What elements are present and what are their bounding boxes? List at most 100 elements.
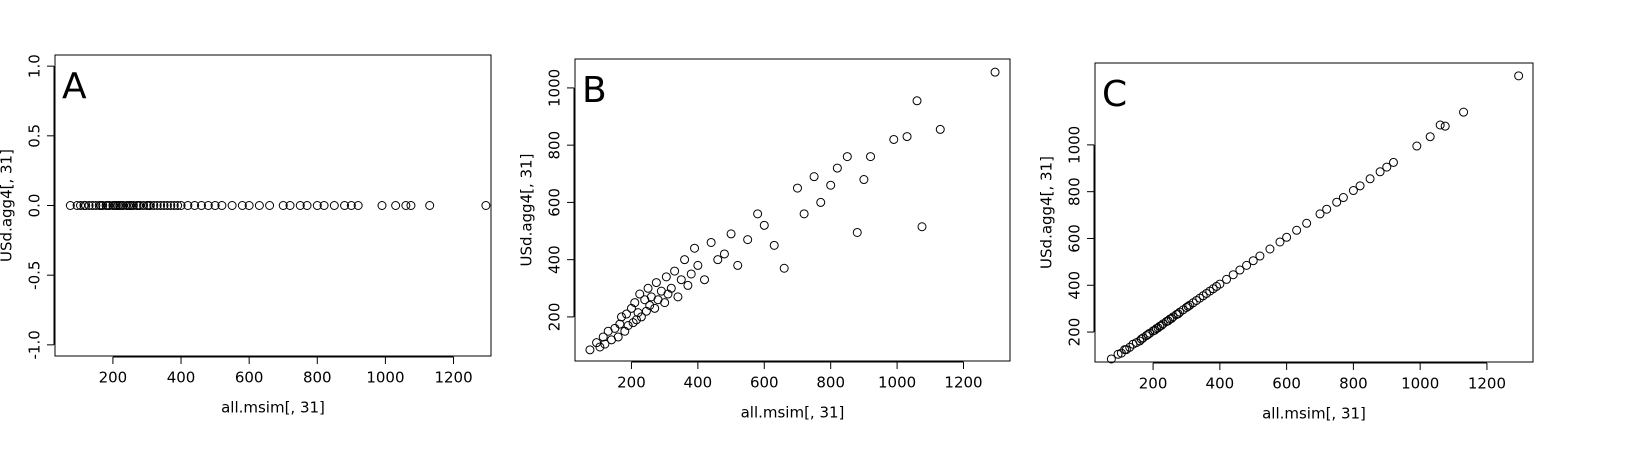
point (1282, 232, 1292, 242)
point (792, 183, 802, 193)
point (1255, 251, 1265, 261)
x-tick-label: 200 (617, 374, 646, 392)
point (1322, 204, 1332, 214)
point (1440, 121, 1450, 131)
point (673, 292, 683, 302)
point (832, 163, 842, 173)
point (621, 309, 631, 319)
y-tick-label: 1.0 (26, 54, 44, 78)
point (630, 298, 640, 308)
point (623, 321, 633, 331)
point (726, 229, 736, 239)
point (636, 312, 646, 322)
point (156, 201, 166, 210)
point (346, 201, 356, 210)
x-tick-label: 800 (816, 374, 845, 392)
point (84, 201, 94, 210)
point (1332, 197, 1342, 207)
point (743, 235, 753, 245)
point (799, 209, 809, 219)
y-tick-label: 200 (546, 303, 564, 332)
panel-label: B (582, 70, 607, 111)
plot-frame (54, 54, 492, 357)
point (1365, 174, 1375, 184)
y-tick-label: -1.0 (26, 330, 44, 359)
point (91, 201, 101, 210)
point (719, 249, 729, 259)
point (616, 312, 626, 322)
y-tick-label: 800 (1066, 177, 1084, 206)
point (377, 201, 387, 210)
point (145, 201, 155, 210)
point (227, 201, 237, 210)
x-tick-label: 400 (167, 369, 196, 387)
point (866, 152, 876, 162)
point (1348, 186, 1358, 196)
point (254, 201, 264, 210)
point (152, 201, 162, 210)
point (706, 237, 716, 247)
point (1388, 157, 1398, 167)
point (1215, 279, 1225, 289)
point (859, 175, 869, 185)
point (753, 209, 763, 219)
point (628, 318, 638, 328)
point (295, 201, 305, 210)
point (481, 201, 491, 210)
point (302, 201, 312, 210)
point (244, 201, 254, 210)
point (1248, 256, 1258, 266)
point (159, 201, 169, 210)
point (680, 255, 690, 265)
x-tick-label: 800 (303, 369, 332, 387)
point (666, 283, 676, 293)
point (635, 289, 645, 299)
y-axis-label: USd.agg4[, 31] (518, 154, 536, 267)
x-tick-label: 200 (99, 369, 128, 387)
point (149, 201, 159, 210)
point (1382, 162, 1392, 172)
point (600, 339, 610, 349)
x-tick-label: 600 (750, 374, 779, 392)
point (852, 227, 862, 237)
y-tick-label: 1000 (546, 69, 564, 107)
point (1459, 107, 1469, 117)
point (826, 180, 836, 190)
x-tick-label: 600 (1272, 375, 1301, 393)
point (645, 300, 655, 310)
point (643, 283, 653, 293)
y-tick-label: 200 (1066, 318, 1084, 347)
point (631, 315, 641, 325)
point (809, 172, 819, 182)
y-tick-label: 400 (546, 245, 564, 274)
point (693, 260, 703, 270)
point (87, 201, 97, 210)
point (595, 342, 605, 352)
point (139, 201, 149, 210)
x-tick-label: 600 (235, 369, 264, 387)
point (670, 266, 680, 276)
point (176, 201, 186, 210)
point (1222, 274, 1232, 284)
point (676, 275, 686, 285)
panel-label: A (62, 66, 87, 107)
y-tick-label: 600 (546, 188, 564, 217)
point (1265, 244, 1275, 254)
x-axis-label: all.msim[, 31] (221, 399, 325, 417)
point (889, 134, 899, 144)
point (1338, 193, 1348, 203)
point (196, 201, 206, 210)
point (353, 201, 363, 210)
point (265, 201, 275, 210)
x-tick-label: 1200 (434, 369, 472, 387)
point (779, 263, 789, 273)
x-tick-label: 800 (1339, 375, 1368, 393)
x-tick-label: 400 (1206, 375, 1235, 393)
plot-frame (1094, 62, 1534, 363)
point (340, 201, 350, 210)
panel-label: C (1102, 74, 1127, 115)
point (72, 201, 82, 210)
point (1302, 218, 1312, 228)
point (278, 201, 288, 210)
point (902, 132, 912, 142)
